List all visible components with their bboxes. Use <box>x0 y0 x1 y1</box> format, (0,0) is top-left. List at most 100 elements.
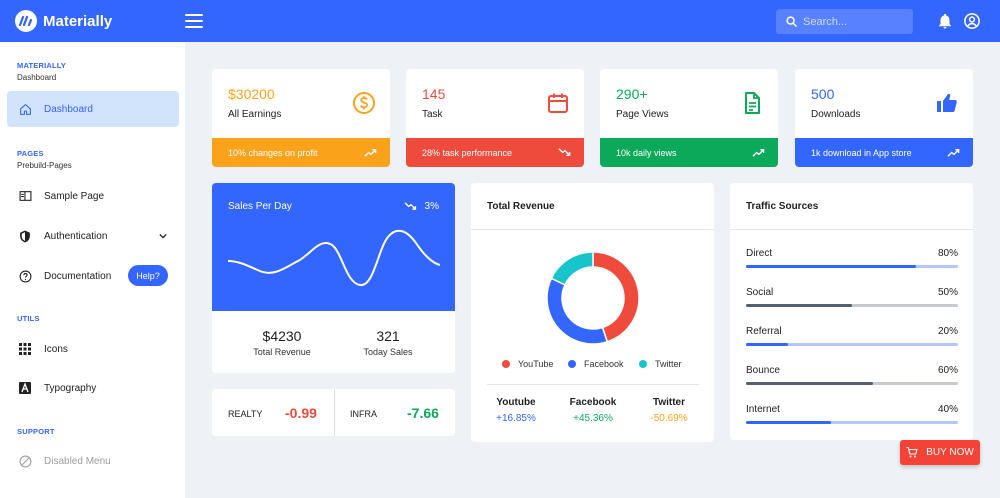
stat-value: 290+ <box>616 86 648 102</box>
stat-card-page-views: 290+ Page Views 10k daily views <box>600 69 778 167</box>
section-support: SUPPORT <box>0 427 55 436</box>
total-revenue-stat: $4230 Total Revenue <box>232 328 332 357</box>
section-subtitle: Prebuild-Pages <box>17 161 72 170</box>
section-title: UTILS <box>17 314 40 323</box>
progress-track <box>746 343 958 346</box>
progress-fill <box>746 265 916 268</box>
donut-slice-twitter <box>550 251 594 286</box>
menu-icon[interactable] <box>185 14 203 28</box>
search-box[interactable] <box>776 9 913 34</box>
logo[interactable]: Materially <box>15 10 185 32</box>
stat-footer-text: 10% changes on profit <box>228 147 318 158</box>
stat-footer: 10% changes on profit <box>212 138 390 167</box>
stat-card-downloads: 500 Downloads 1k download in App store <box>795 69 973 167</box>
traffic-pct: 40% <box>937 404 958 415</box>
today-sales-value: 321 <box>376 328 400 344</box>
revenue-donut-chart <box>546 251 640 345</box>
revenue-col-name: Facebook <box>569 397 617 408</box>
section-title: MATERIALLY <box>17 61 67 70</box>
traffic-name: Bounce <box>746 365 780 376</box>
stat-label: Task <box>422 109 443 120</box>
progress-fill <box>746 421 831 424</box>
progress-track <box>746 421 958 424</box>
logo-icon <box>15 10 37 32</box>
card-title: Total Revenue <box>487 201 555 212</box>
trending-up-icon <box>752 149 765 157</box>
section-subtitle: Dashboard <box>17 73 57 82</box>
typography-icon <box>18 381 32 395</box>
ticker-card: REALTY -0.99 INFRA -7.66 <box>212 389 455 436</box>
traffic-name: Direct <box>746 248 773 259</box>
donut-slice-facebook <box>546 277 609 345</box>
sidebar-item-label: Disabled Menu <box>44 455 111 467</box>
trending-down-icon <box>404 202 416 210</box>
legend-item-facebook: Facebook <box>568 359 624 369</box>
sales-header: Sales Per Day 3% <box>212 183 455 311</box>
stat-value: 145 <box>422 86 446 102</box>
sidebar-item-sample-page[interactable]: Sample Page <box>7 178 179 214</box>
help-button[interactable]: Help? <box>128 265 168 286</box>
sidebar-item-label: Documentation <box>44 270 112 282</box>
revenue-col-value: -50.69% <box>650 413 688 424</box>
progress-fill <box>746 382 874 385</box>
divider <box>334 389 335 436</box>
stat-footer: 1k download in App store <box>795 138 973 167</box>
buy-now-label: BUY NOW <box>926 447 974 458</box>
progress-track <box>746 265 958 268</box>
sidebar-item-disabled-menu: Disabled Menu <box>7 443 179 479</box>
revenue-col-name: Twitter <box>652 397 686 408</box>
revenue-col-value: +16.85% <box>496 413 536 424</box>
traffic-pct: 20% <box>937 326 958 337</box>
traffic-pct: 80% <box>937 248 958 259</box>
sidebar-item-authentication[interactable]: Authentication <box>7 218 179 254</box>
app-name: Materially <box>43 12 113 30</box>
grid-icon <box>18 342 32 356</box>
sidebar-item-documentation[interactable]: Documentation <box>7 258 179 294</box>
section-title: SUPPORT <box>17 427 55 436</box>
search-input[interactable] <box>803 15 903 28</box>
stat-label: All Earnings <box>228 109 282 120</box>
divider <box>471 229 714 230</box>
sidebar-item-typography[interactable]: Typography <box>7 370 179 406</box>
progress-track <box>746 382 958 385</box>
buy-now-button[interactable]: BUY NOW <box>900 440 980 465</box>
ticker-label: REALTY <box>228 409 263 419</box>
card-title: Traffic Sources <box>746 201 819 212</box>
legend-dot <box>502 360 510 368</box>
today-sales-stat: 321 Today Sales <box>338 328 438 357</box>
section-pages: PAGES Prebuild-Pages <box>0 149 72 170</box>
legend-dot <box>639 360 647 368</box>
legend-label: YouTube <box>518 359 554 369</box>
progress-fill <box>746 343 789 346</box>
traffic-sources-card: Traffic Sources <box>730 183 973 440</box>
stat-card-task: 145 Task 28% task performance <box>406 69 584 167</box>
revenue-col-value: +45.36% <box>573 413 613 424</box>
stat-value: 500 <box>811 86 835 102</box>
total-revenue-value: $4230 <box>262 328 302 344</box>
stat-footer-text: 1k download in App store <box>811 147 912 158</box>
document-icon <box>745 92 760 114</box>
traffic-name: Referral <box>746 326 782 337</box>
disabled-icon <box>18 454 32 468</box>
legend-label: Twitter <box>655 359 682 369</box>
revenue-col-twitter: Twitter -50.69% <box>629 397 709 424</box>
sidebar-item-label: Authentication <box>44 230 108 242</box>
stat-value: $30200 <box>228 86 275 102</box>
search-icon <box>786 16 797 27</box>
sidebar-item-icons[interactable]: Icons <box>7 331 179 367</box>
sidebar-item-label: Sample Page <box>44 190 105 202</box>
legend-item-youtube: YouTube <box>502 359 553 369</box>
account-icon[interactable] <box>963 12 981 30</box>
ticker-label: INFRA <box>350 409 377 419</box>
stat-footer-text: 28% task performance <box>422 147 513 158</box>
traffic-pct: 60% <box>937 365 958 376</box>
chevron-down-icon <box>159 233 167 239</box>
legend-label: Facebook <box>584 359 624 369</box>
bell-icon[interactable] <box>936 12 954 30</box>
stat-label: Downloads <box>811 109 861 120</box>
trending-up-icon <box>947 149 960 157</box>
sales-per-day-card: Sales Per Day 3% $4230 Total Revenue 321… <box>212 183 455 373</box>
stat-footer: 28% task performance <box>406 138 584 167</box>
sales-title: Sales Per Day <box>228 201 292 212</box>
sidebar-item-dashboard[interactable]: Dashboard <box>7 91 179 127</box>
